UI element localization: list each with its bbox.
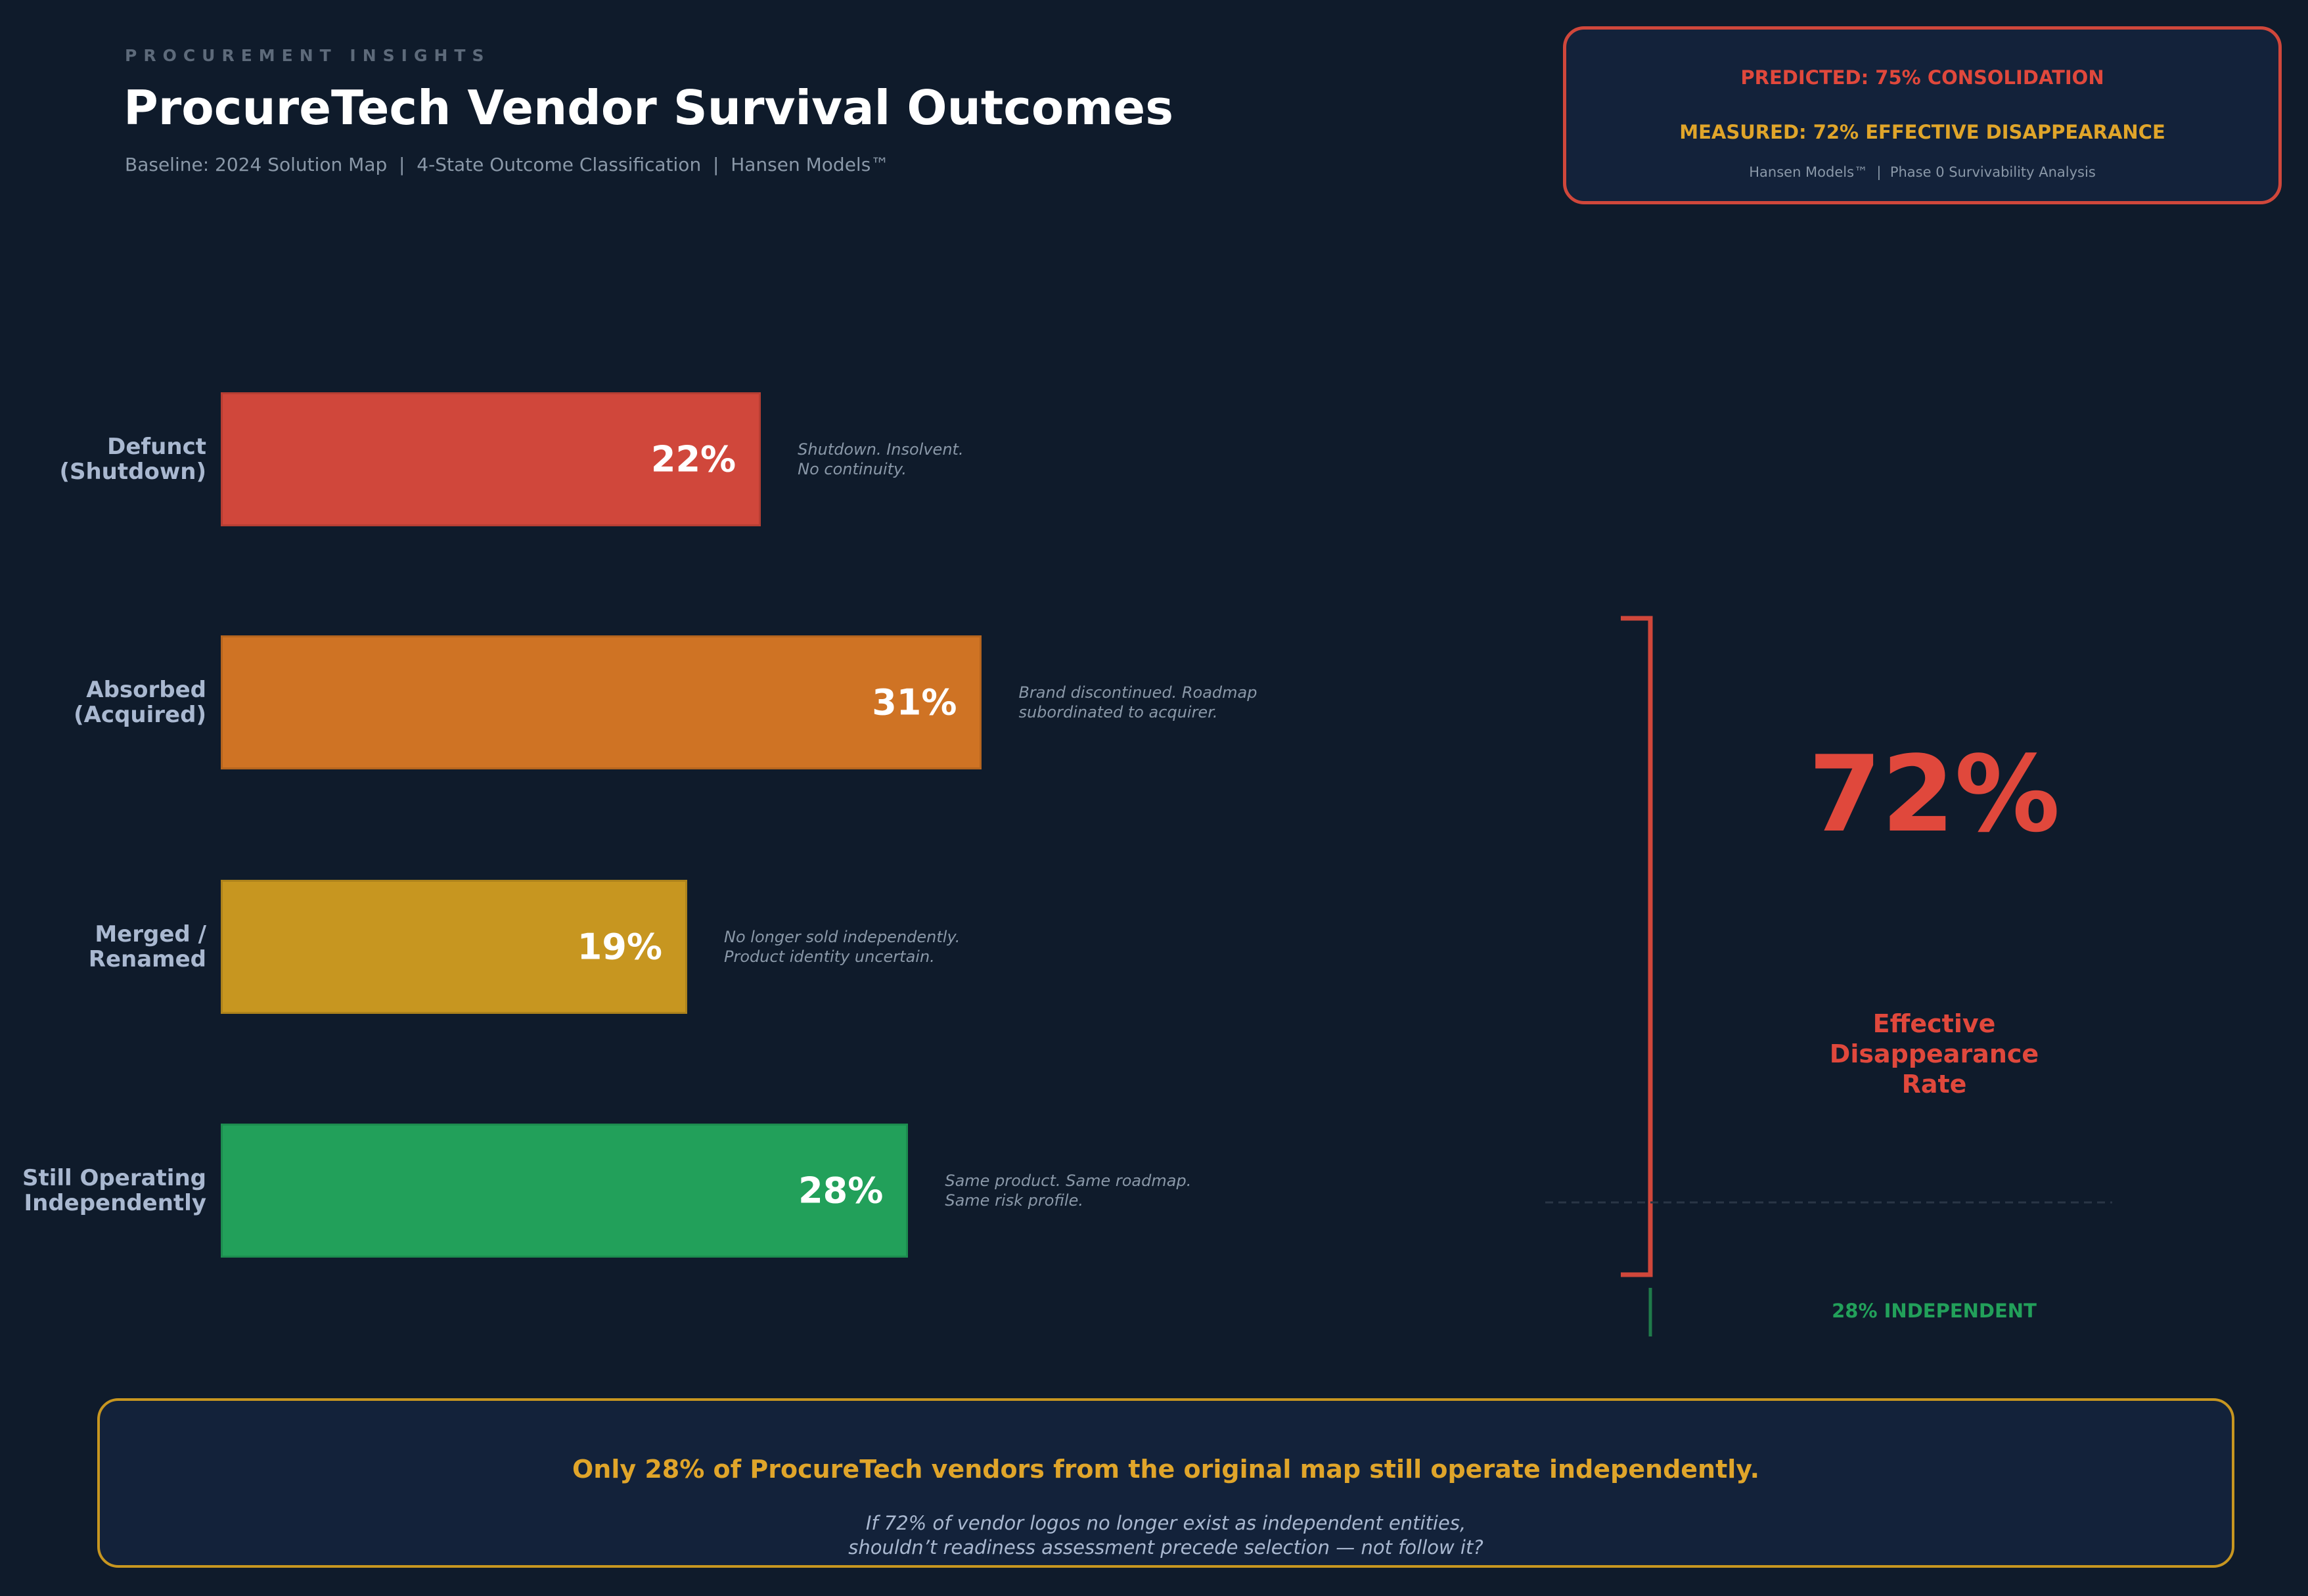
subtitle: Baseline: 2024 Solution Map | 4-State Ou… [125, 154, 890, 175]
kicker: PROCUREMENT INSIGHTS [125, 46, 491, 65]
footer-headline: Only 28% of ProcureTech vendors from the… [572, 1455, 1760, 1484]
bar-note: No longer sold independently. Product id… [724, 928, 961, 966]
category-label: Defunct (Shutdown) [59, 434, 206, 485]
header-box: PREDICTED: 75% CONSOLIDATION MEASURED: 7… [1563, 26, 2282, 204]
bar [221, 392, 761, 526]
footer-question: If 72% of vendor logos no longer exist a… [848, 1512, 1483, 1559]
value-label: 22% [650, 438, 736, 480]
value-label: 19% [577, 926, 663, 968]
bar-note: Brand discontinued. Roadmap subordinated… [1018, 683, 1257, 721]
value-label: 31% [872, 681, 957, 723]
bracket-value: 72% [1808, 733, 2060, 855]
category-label: Merged / Renamed [88, 921, 206, 972]
bar-note: Shutdown. Insolvent. No continuity. [798, 440, 964, 478]
bracket [1621, 616, 1653, 1277]
category-label: Absorbed (Acquired) [74, 677, 206, 728]
bar-note: Same product. Same roadmap. Same risk pr… [945, 1172, 1192, 1210]
bracket-label: Effective Disappearance Rate [1829, 1009, 2039, 1099]
chart-title: ProcureTech Vendor Survival Outcomes [124, 80, 1174, 135]
category-label: Still Operating Independently [22, 1165, 206, 1216]
value-label: 28% [798, 1170, 884, 1212]
independent-label: 28% INDEPENDENT [1832, 1300, 2037, 1322]
bar [221, 635, 982, 769]
bar [221, 880, 688, 1014]
bar [221, 1124, 909, 1258]
predicted: PREDICTED: 75% CONSOLIDATION [1740, 66, 2104, 89]
source: Hansen Models™ | Phase 0 Survivability A… [1749, 164, 2096, 180]
footer-box: Only 28% of ProcureTech vendors from the… [97, 1398, 2234, 1568]
measured: MEASURED: 72% EFFECTIVE DISAPPEARANCE [1679, 121, 2165, 143]
